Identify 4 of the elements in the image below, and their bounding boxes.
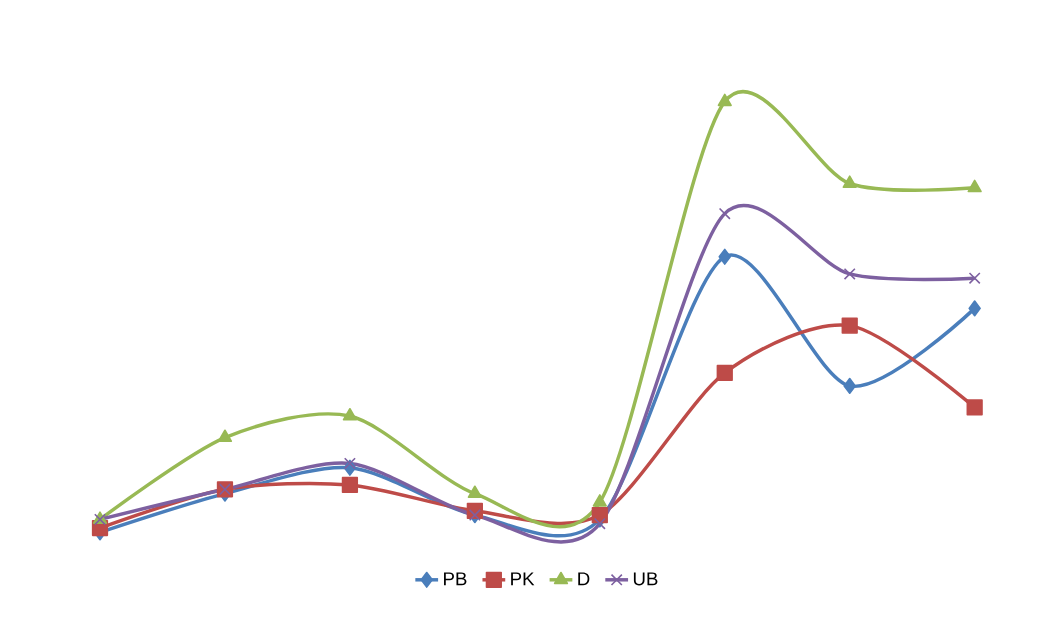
legend-label: PB xyxy=(444,572,467,586)
legend-label: UB xyxy=(633,572,658,586)
legend-label: D xyxy=(578,572,590,586)
legend-label: PK xyxy=(511,572,535,586)
